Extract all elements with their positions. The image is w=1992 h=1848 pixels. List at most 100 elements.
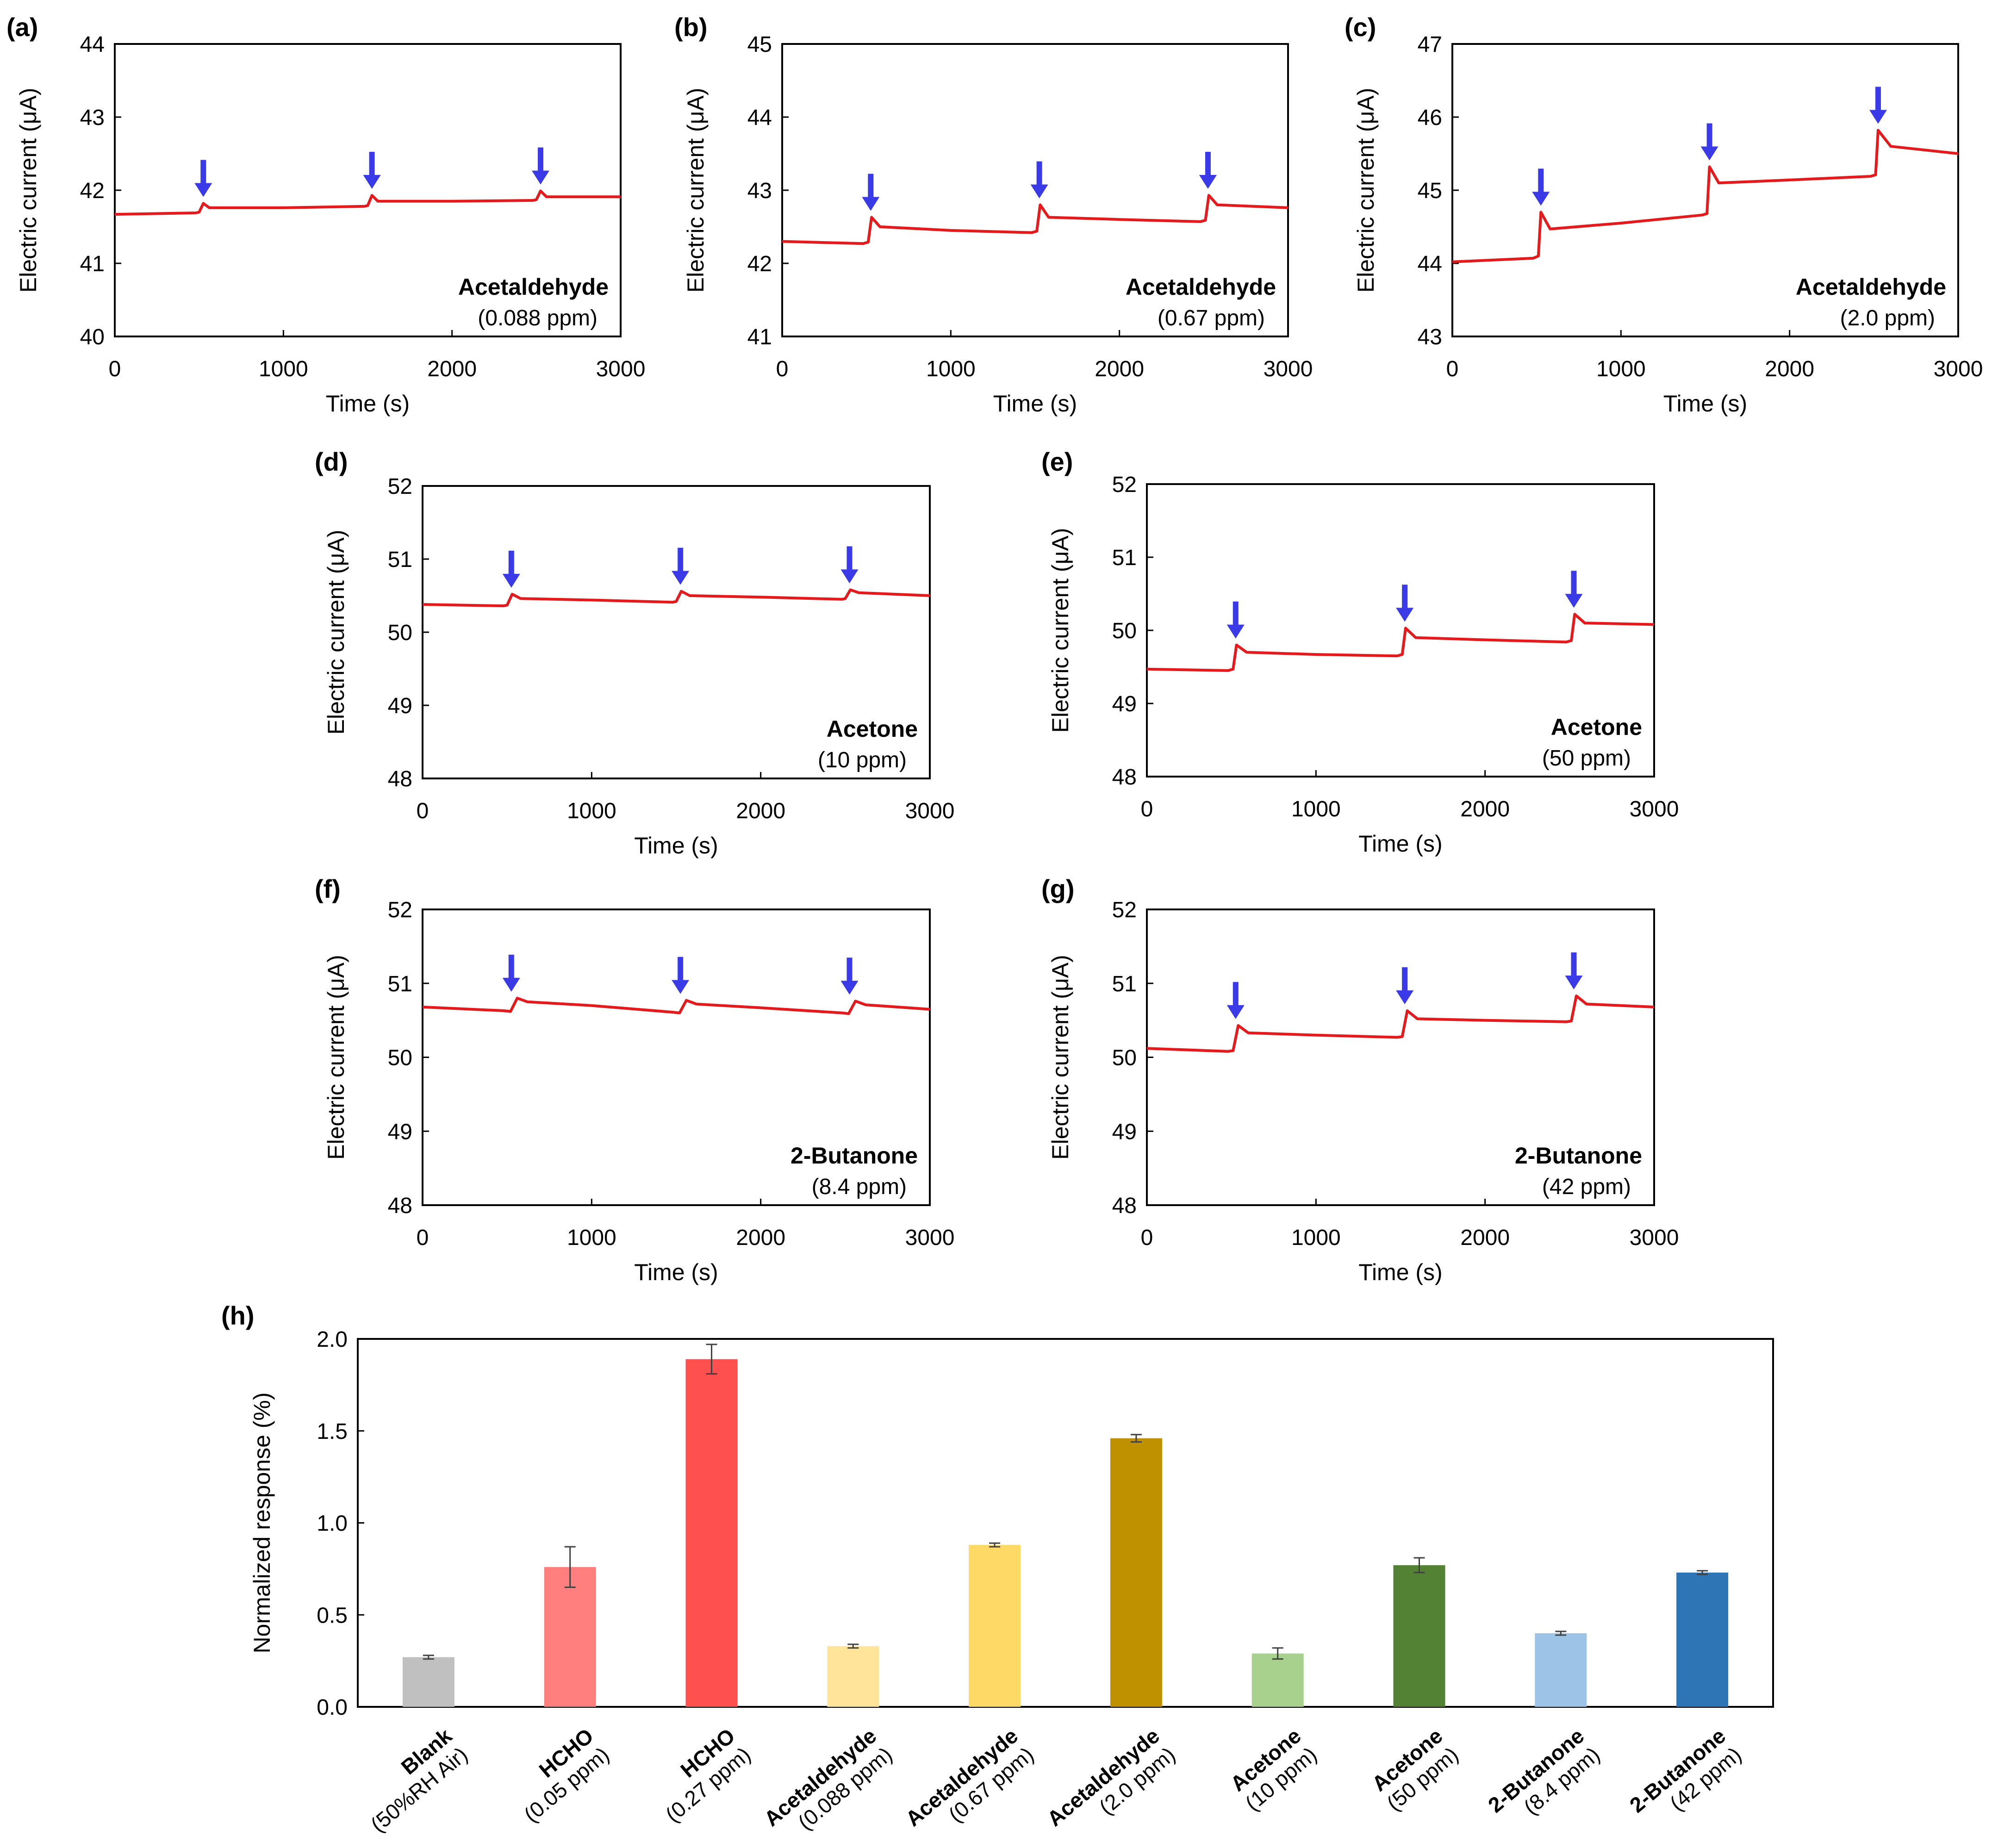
exposure-arrowhead xyxy=(1869,110,1887,124)
x-tick-label: 1000 xyxy=(926,357,976,381)
annotation-subtitle: (0.67 ppm) xyxy=(1158,306,1265,330)
panel-label: (c) xyxy=(1345,12,1376,42)
x-tick-label: 0 xyxy=(109,357,121,381)
exposure-arrow xyxy=(840,958,859,995)
exposure-arrow xyxy=(1030,161,1048,199)
exposure-arrowhead xyxy=(502,573,520,588)
x-tick-label: 3000 xyxy=(905,1226,955,1250)
x-tick-label: 1000 xyxy=(1596,357,1646,381)
y-tick-label: 1.0 xyxy=(317,1512,348,1536)
exposure-arrow xyxy=(1565,952,1583,989)
exposure-arrow xyxy=(672,957,690,994)
x-tick-label: 1000 xyxy=(1291,797,1341,821)
y-tick-label: 51 xyxy=(388,972,412,996)
y-tick-label: 48 xyxy=(1112,1194,1137,1218)
exposure-arrowhead xyxy=(1226,624,1245,639)
annotation-title: 2-Butanone xyxy=(791,1143,918,1169)
y-tick-label: 42 xyxy=(80,179,105,203)
y-tick-label: 43 xyxy=(80,106,105,130)
y-tick-label: 45 xyxy=(1418,179,1442,203)
x-axis-title: Time (s) xyxy=(326,391,410,417)
category-label: 2-Butanone(8.4 ppm) xyxy=(1483,1724,1604,1819)
x-tick-label: 0 xyxy=(417,1226,429,1250)
y-axis-title: Normalized response (%) xyxy=(249,1392,275,1653)
exposure-arrow xyxy=(194,160,212,197)
category-label: HCHO(0.27 ppm) xyxy=(661,1724,755,1827)
bar xyxy=(1393,1565,1445,1707)
panel-label: (h) xyxy=(221,1301,255,1330)
exposure-arrowhead xyxy=(1396,990,1414,1004)
x-tick-label: 2000 xyxy=(1765,357,1814,381)
y-tick-label: 2.0 xyxy=(317,1327,348,1352)
x-axis-title: Time (s) xyxy=(993,391,1077,417)
panel-label: (d) xyxy=(315,447,348,476)
exposure-arrow xyxy=(1226,982,1245,1019)
exposure-arrow xyxy=(1199,152,1217,189)
annotation-subtitle: (8.4 ppm) xyxy=(812,1175,907,1199)
bar xyxy=(1251,1653,1304,1707)
exposure-arrow xyxy=(531,147,549,185)
y-tick-label: 51 xyxy=(1112,546,1137,570)
bar xyxy=(544,1567,596,1707)
x-tick-label: 2000 xyxy=(1460,797,1510,821)
x-tick-label: 3000 xyxy=(1934,357,1983,381)
panel-label: (a) xyxy=(6,12,38,42)
panel-a: (a) 40 41 42 43 44 0 1000 2000 3000 Time (s) Electr… xyxy=(6,12,645,417)
category-label: Acetone(50 ppm) xyxy=(1367,1724,1463,1816)
current-trace xyxy=(1146,994,1655,1053)
exposure-arrowhead xyxy=(1396,608,1414,622)
exposure-arrow xyxy=(1396,585,1414,622)
error-bar xyxy=(847,1643,859,1649)
y-axis-title: Electric current (μA) xyxy=(1047,955,1073,1160)
category-label: Acetaldehyde(0.67 ppm) xyxy=(901,1724,1039,1831)
x-tick-label: 2000 xyxy=(427,357,477,381)
exposure-arrow xyxy=(1226,601,1245,639)
exposure-arrow xyxy=(1700,123,1718,161)
exposure-arrowhead xyxy=(1700,146,1718,161)
annotation-subtitle: (42 ppm) xyxy=(1542,1175,1631,1199)
error-bar xyxy=(706,1344,717,1375)
y-axis-title: Electric current (μA) xyxy=(1047,528,1073,733)
y-tick-label: 44 xyxy=(80,32,105,57)
category-label: Acetone(10 ppm) xyxy=(1226,1724,1321,1816)
annotation-subtitle: (50 ppm) xyxy=(1542,746,1631,771)
y-axis-title: Electric current (μA) xyxy=(323,955,349,1160)
exposure-arrowhead xyxy=(194,183,212,197)
y-tick-label: 50 xyxy=(388,621,412,645)
category-label: HCHO(0.05 ppm) xyxy=(519,1724,614,1827)
exposure-arrow xyxy=(840,546,859,584)
y-tick-label: 43 xyxy=(1418,325,1442,349)
annotation-title: Acetone xyxy=(827,716,918,742)
exposure-arrowhead xyxy=(1199,175,1217,189)
panel-b: (b) 41 42 43 44 45 0 1000 2000 3000 Time (s) Electr… xyxy=(674,12,1313,417)
exposure-arrow xyxy=(1565,571,1583,608)
bar xyxy=(685,1359,738,1707)
y-tick-label: 50 xyxy=(1112,1046,1137,1070)
y-tick-label: 51 xyxy=(1112,972,1137,996)
current-trace xyxy=(1452,129,1959,263)
y-tick-label: 0.0 xyxy=(317,1695,348,1720)
bar xyxy=(1110,1438,1162,1707)
exposure-arrowhead xyxy=(363,175,381,189)
exposure-arrowhead xyxy=(1226,1005,1245,1019)
current-trace xyxy=(422,996,930,1015)
x-axis-title: Time (s) xyxy=(634,833,718,859)
category-label: Acetaldehyde(2.0 ppm) xyxy=(1042,1724,1180,1831)
bar xyxy=(402,1657,454,1707)
panel-d: (d) 48 49 50 51 52 0 1000 2000 3000 Time (s) Electr… xyxy=(315,447,954,859)
y-tick-label: 43 xyxy=(747,179,772,203)
x-tick-label: 2000 xyxy=(1460,1226,1510,1250)
y-tick-label: 45 xyxy=(747,32,772,57)
error-bar xyxy=(989,1542,1001,1548)
bar xyxy=(969,1545,1021,1707)
panel-label: (f) xyxy=(315,874,341,903)
x-tick-label: 1000 xyxy=(567,1226,616,1250)
x-tick-label: 0 xyxy=(1141,1226,1153,1250)
exposure-arrow xyxy=(862,174,880,211)
panel-label: (e) xyxy=(1041,447,1073,476)
exposure-arrow xyxy=(1532,168,1550,206)
y-tick-label: 50 xyxy=(1112,619,1137,643)
annotation-title: Acetaldehyde xyxy=(1796,274,1946,300)
exposure-arrowhead xyxy=(1565,975,1583,989)
error-bar xyxy=(564,1546,576,1588)
